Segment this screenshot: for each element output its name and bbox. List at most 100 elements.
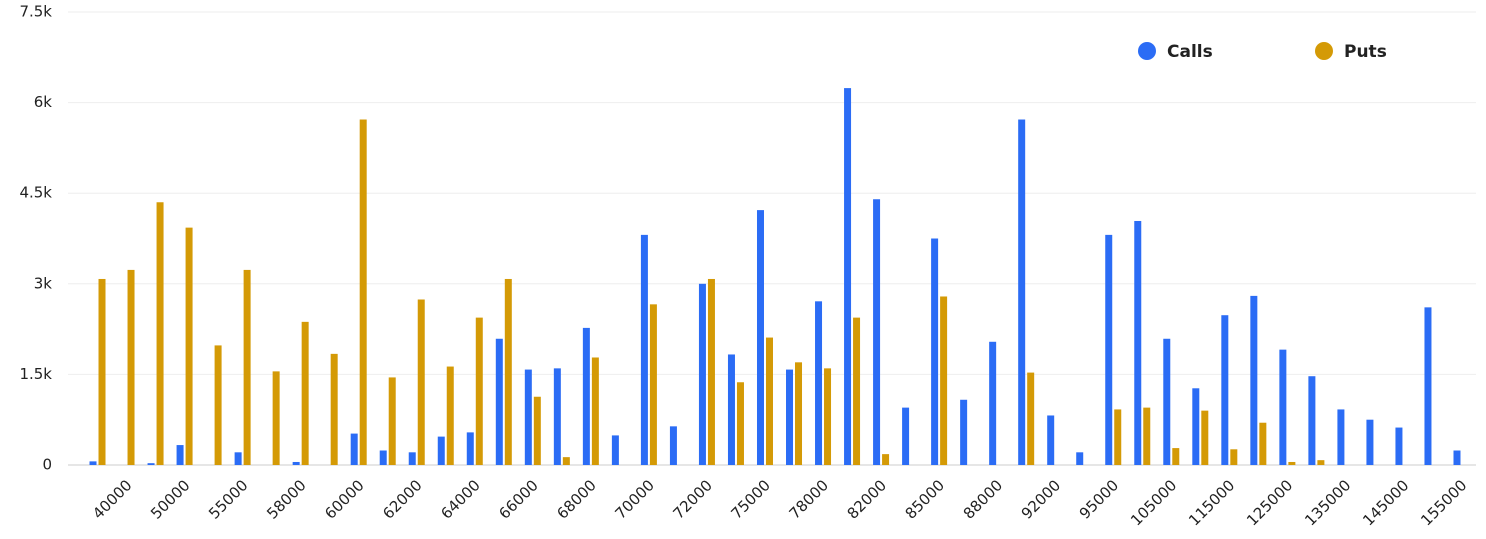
x-tick-label: 115000 bbox=[1185, 476, 1238, 529]
bar bbox=[1018, 119, 1026, 466]
y-tick-label: 1.5k bbox=[19, 365, 52, 383]
x-tick-label: 62000 bbox=[379, 476, 425, 522]
bar bbox=[1337, 409, 1345, 465]
bar bbox=[1288, 461, 1296, 465]
bar bbox=[301, 321, 309, 465]
bar bbox=[533, 396, 541, 465]
bar bbox=[1279, 349, 1287, 465]
x-tick-label: 55000 bbox=[205, 476, 251, 522]
bar bbox=[185, 227, 193, 465]
bar bbox=[156, 202, 164, 465]
x-tick-label: 40000 bbox=[89, 476, 135, 522]
bar bbox=[591, 357, 599, 465]
bar bbox=[127, 269, 135, 465]
bar bbox=[669, 426, 677, 465]
bar bbox=[1259, 422, 1267, 465]
bar bbox=[147, 463, 155, 465]
bar bbox=[698, 283, 706, 465]
bar bbox=[1027, 372, 1035, 465]
bar bbox=[466, 432, 474, 465]
bar bbox=[1047, 415, 1055, 465]
x-tick-label: 68000 bbox=[553, 476, 599, 522]
bar bbox=[765, 337, 773, 465]
bar bbox=[1076, 452, 1084, 465]
bar bbox=[940, 296, 948, 465]
bar bbox=[640, 234, 648, 465]
bar bbox=[1230, 449, 1238, 465]
bar bbox=[795, 362, 803, 465]
x-tick-label: 75000 bbox=[728, 476, 774, 522]
bar bbox=[553, 368, 561, 465]
x-tick-label: 72000 bbox=[669, 476, 715, 522]
y-tick-label: 3k bbox=[34, 274, 53, 292]
bar bbox=[1453, 450, 1461, 465]
bar bbox=[582, 327, 590, 465]
bar bbox=[243, 269, 251, 465]
bar bbox=[815, 301, 823, 465]
bar bbox=[902, 407, 910, 465]
bar bbox=[350, 433, 358, 465]
x-tick-label: 82000 bbox=[844, 476, 890, 522]
bar bbox=[176, 445, 184, 465]
x-tick-label: 60000 bbox=[321, 476, 367, 522]
legend-marker[interactable] bbox=[1138, 42, 1156, 60]
bar bbox=[379, 450, 387, 465]
bar bbox=[1192, 388, 1200, 465]
bar bbox=[475, 317, 483, 465]
bar bbox=[437, 436, 445, 465]
x-tick-label: 70000 bbox=[611, 476, 657, 522]
x-tick-label: 78000 bbox=[786, 476, 832, 522]
x-tick-label: 155000 bbox=[1417, 476, 1470, 529]
x-tick-label: 105000 bbox=[1127, 476, 1180, 529]
x-tick-label: 85000 bbox=[902, 476, 948, 522]
x-tick-label: 95000 bbox=[1076, 476, 1122, 522]
x-tick-label: 92000 bbox=[1018, 476, 1064, 522]
bar bbox=[330, 353, 338, 465]
bar bbox=[1424, 307, 1432, 465]
bar bbox=[89, 461, 97, 465]
bar bbox=[1201, 410, 1209, 465]
y-tick-label: 6k bbox=[34, 93, 53, 111]
bar bbox=[504, 278, 512, 465]
bar bbox=[649, 304, 657, 465]
bar bbox=[234, 452, 242, 465]
bar bbox=[824, 368, 832, 465]
bar bbox=[272, 371, 280, 465]
bar bbox=[359, 119, 367, 466]
bar bbox=[960, 399, 968, 465]
bar bbox=[214, 345, 222, 465]
bar bbox=[756, 210, 764, 465]
bar bbox=[707, 278, 715, 465]
bar bbox=[1143, 407, 1151, 465]
x-tick-label: 50000 bbox=[147, 476, 193, 522]
bar bbox=[1317, 460, 1325, 465]
bar bbox=[989, 341, 997, 465]
bar bbox=[408, 452, 416, 465]
x-tick-label: 88000 bbox=[960, 476, 1006, 522]
bar bbox=[524, 369, 532, 465]
bar bbox=[388, 377, 396, 465]
bar bbox=[727, 354, 735, 465]
x-tick-label: 145000 bbox=[1359, 476, 1412, 529]
bar bbox=[1308, 376, 1316, 465]
y-tick-label: 4.5k bbox=[19, 184, 52, 202]
bar bbox=[931, 238, 939, 465]
x-tick-label: 135000 bbox=[1301, 476, 1354, 529]
bar bbox=[611, 435, 619, 465]
x-tick-label: 66000 bbox=[495, 476, 541, 522]
bar bbox=[98, 278, 106, 465]
bar bbox=[1114, 409, 1122, 465]
bar bbox=[1172, 448, 1180, 465]
bar bbox=[853, 317, 861, 465]
bar bbox=[495, 338, 503, 465]
bar bbox=[292, 461, 300, 465]
legend-label[interactable]: Puts bbox=[1344, 42, 1387, 62]
bar bbox=[417, 299, 425, 465]
legend-marker[interactable] bbox=[1315, 42, 1333, 60]
legend-label[interactable]: Calls bbox=[1167, 42, 1213, 62]
bar bbox=[1105, 234, 1113, 465]
x-tick-label: 58000 bbox=[263, 476, 309, 522]
bar bbox=[882, 454, 890, 465]
y-tick-label: 7.5k bbox=[19, 3, 52, 21]
bar bbox=[786, 369, 794, 465]
